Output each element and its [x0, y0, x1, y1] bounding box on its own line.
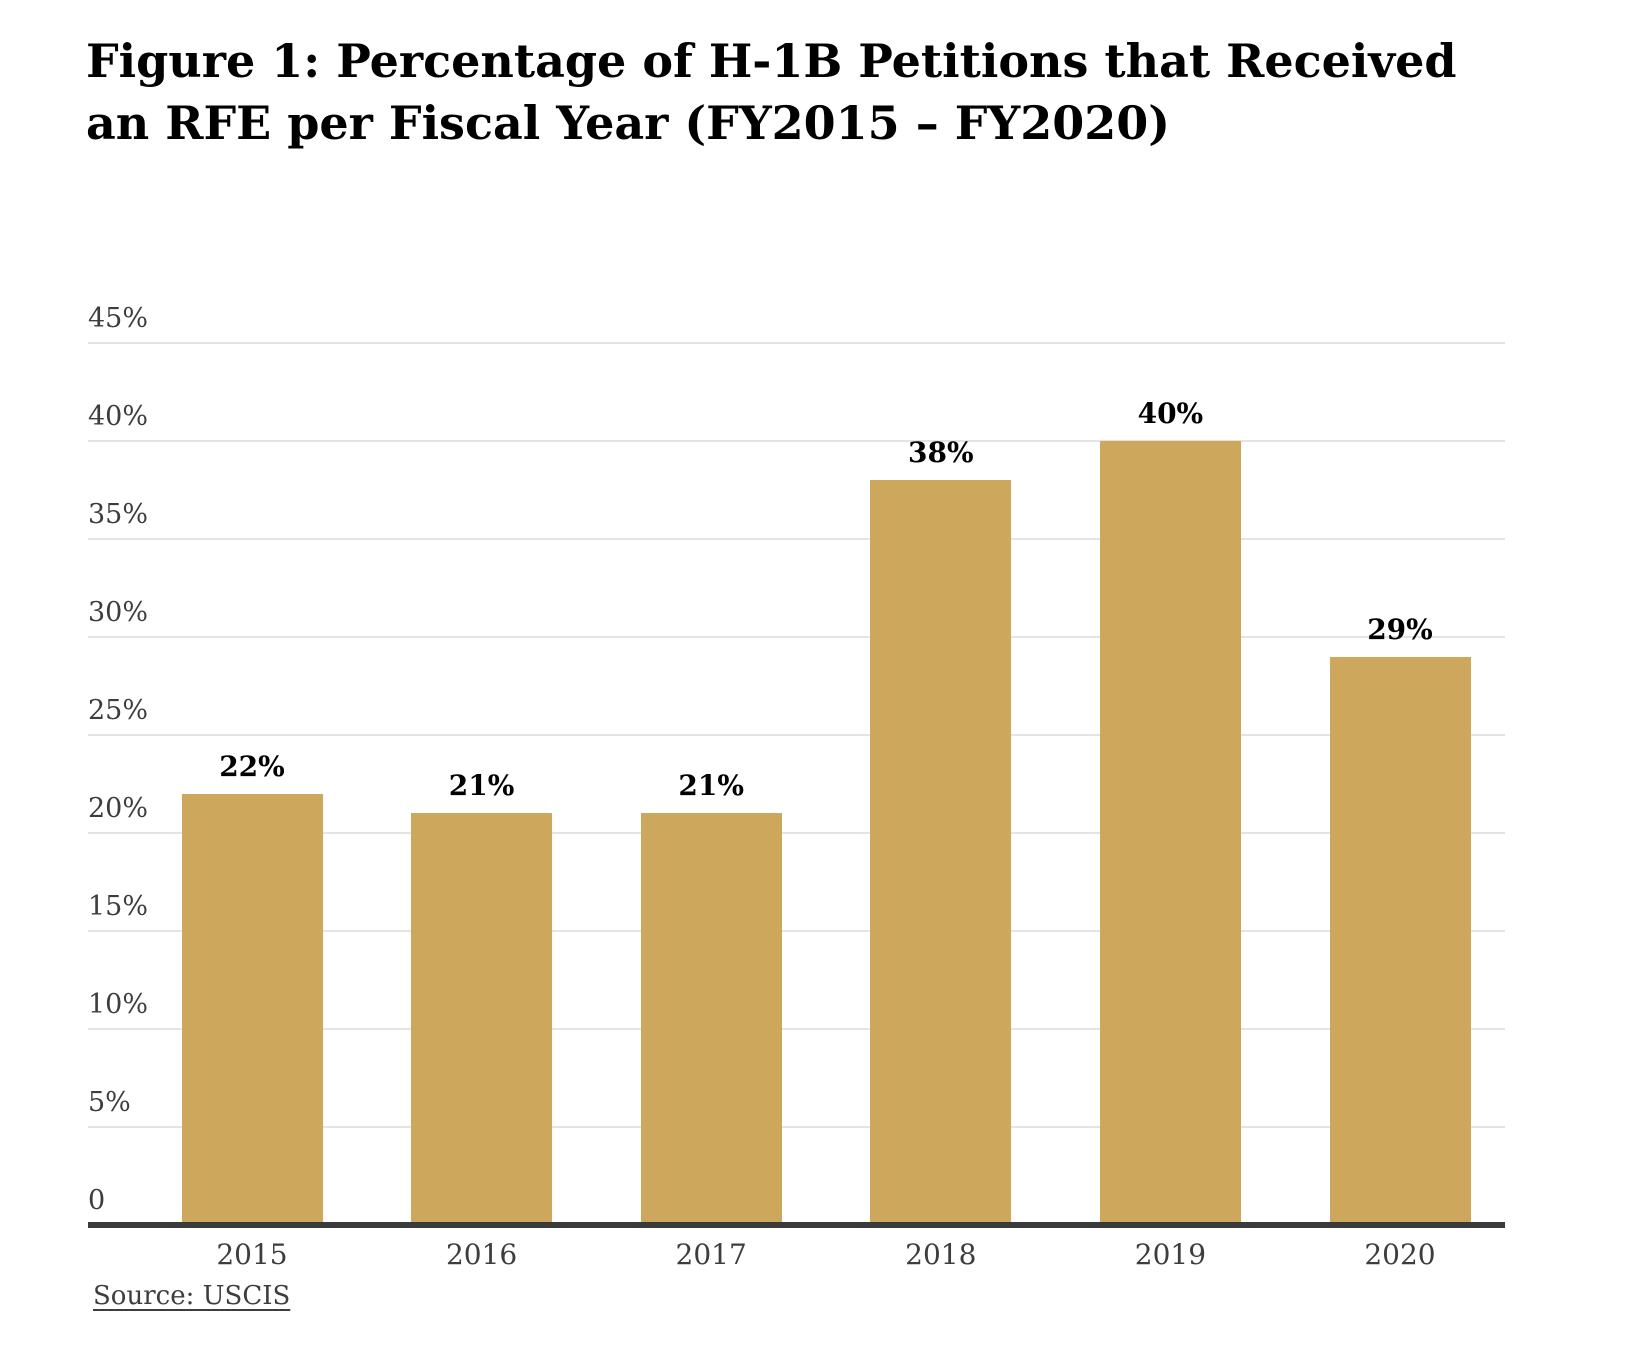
x-axis-line [88, 1222, 1505, 1228]
y-axis-tick-label-35: 35% [88, 499, 149, 530]
gridline-20 [88, 832, 1505, 834]
source-link[interactable]: Source: USCIS [93, 1281, 291, 1311]
x-axis-label-2016: 2016 [445, 1238, 518, 1271]
bar-2020 [1329, 656, 1471, 1222]
gridline-30 [88, 636, 1505, 638]
bar-value-label-2017: 21% [678, 769, 744, 803]
gridline-10 [88, 1028, 1505, 1030]
y-axis-tick-label-45: 45% [88, 303, 149, 334]
gridline-25 [88, 734, 1505, 736]
bar-2017 [640, 813, 782, 1222]
x-axis-label-2019: 2019 [1134, 1238, 1207, 1271]
y-axis-tick-label-25: 25% [88, 695, 149, 726]
chart-title-line-2: an RFE per Fiscal Year (FY2015 – FY2020) [86, 96, 1171, 150]
gridline-15 [88, 930, 1505, 932]
y-axis-tick-label-40: 40% [88, 401, 149, 432]
gridline-45 [88, 342, 1505, 344]
bar-value-label-2015: 22% [219, 749, 285, 783]
x-axis-label-2017: 2017 [675, 1238, 747, 1271]
bar-2019 [1099, 441, 1241, 1222]
x-axis-label-2018: 2018 [905, 1238, 977, 1271]
y-axis-tick-label-10: 10% [88, 989, 149, 1020]
bar-value-label-2016: 21% [448, 769, 515, 803]
chart-title-line-1: Figure 1: Percentage of H-1B Petitions t… [86, 34, 1457, 88]
y-axis-tick-label-5: 5% [88, 1087, 131, 1118]
bar-2015 [181, 793, 323, 1222]
gridline-35 [88, 538, 1505, 540]
x-axis-label-2020: 2020 [1364, 1238, 1436, 1271]
bar-value-label-2018: 38% [908, 436, 974, 470]
y-axis-tick-label-20: 20% [88, 793, 149, 824]
bar-2018 [870, 480, 1012, 1222]
x-axis-label-2015: 2015 [216, 1238, 288, 1271]
bar-value-label-2019: 40% [1137, 397, 1204, 430]
bar-2016 [411, 813, 553, 1222]
gridline-40 [88, 440, 1505, 442]
y-axis-tick-label-0: 0 [88, 1185, 106, 1216]
y-axis-tick-label-15: 15% [88, 891, 149, 922]
chart-title: Figure 1: Percentage of H-1B Petitions t… [86, 30, 1457, 154]
y-axis-tick-label-30: 30% [88, 597, 149, 628]
gridline-5 [88, 1126, 1505, 1128]
bar-value-label-2020: 29% [1367, 612, 1433, 646]
